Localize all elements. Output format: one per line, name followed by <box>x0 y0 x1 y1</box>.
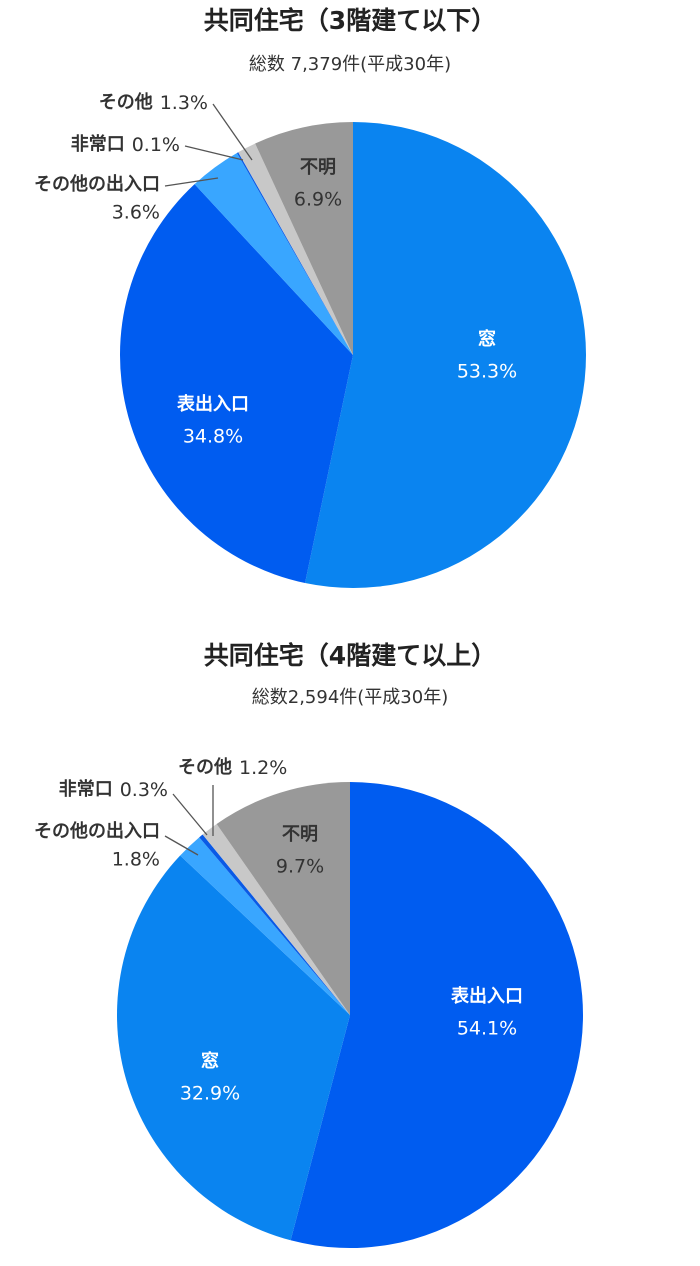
pie-slice <box>216 782 350 1015</box>
pie-slice <box>202 823 350 1015</box>
pie-slice <box>255 122 353 355</box>
slice-value: 0.3% <box>120 779 168 801</box>
leader-line <box>184 145 244 161</box>
slice-label: 表出入口 <box>451 985 523 1007</box>
slice-value: 3.6% <box>112 202 160 224</box>
pie-slice <box>119 184 353 584</box>
slice-label: その他の出入口 <box>34 173 160 195</box>
chart-title: 共同住宅（3階建て以下） <box>204 6 496 35</box>
pie-slice <box>290 782 583 1248</box>
slice-label: 非常口 <box>71 133 125 155</box>
slice-value: 6.9% <box>294 189 342 211</box>
slice-label: 不明 <box>282 824 318 845</box>
slice-label: 表出入口 <box>177 393 249 415</box>
pie-slice <box>238 143 353 355</box>
pie-slice <box>305 122 587 588</box>
pie-slice <box>194 152 353 355</box>
slice-label: 窓 <box>478 328 496 350</box>
slice-label: 窓 <box>201 1050 219 1072</box>
slice-label: その他の出入口 <box>34 820 160 842</box>
chart-subtitle: 総数2,594件(平成30年) <box>252 687 448 708</box>
slice-label-group: その他 1.2% <box>178 756 287 779</box>
pie-slice <box>236 152 353 355</box>
chart-title: 共同住宅（4階建て以上） <box>204 641 496 670</box>
slice-label-group: その他 1.3% <box>99 91 208 114</box>
slice-value: 0.1% <box>132 134 180 156</box>
slice-label-group: 非常口 0.3% <box>59 778 168 801</box>
slice-value: 1.8% <box>112 849 160 871</box>
leader-line <box>164 177 219 187</box>
leader-line <box>172 793 208 836</box>
slice-value: 54.1% <box>457 1018 517 1040</box>
slice-value: 1.3% <box>160 92 208 114</box>
leader-line <box>164 835 199 856</box>
slice-value: 53.3% <box>457 361 517 383</box>
slice-label: 非常口 <box>59 778 113 800</box>
slice-value: 32.9% <box>180 1083 240 1105</box>
slice-value: 9.7% <box>276 856 324 878</box>
slice-label: 不明 <box>300 157 336 178</box>
chart-subtitle: 総数 7,379件(平成30年) <box>249 54 451 75</box>
slice-value: 34.8% <box>183 426 243 448</box>
leader-line <box>212 103 253 161</box>
slice-label: その他 <box>178 756 232 778</box>
pie-slice <box>180 837 350 1015</box>
pie-slice <box>116 855 350 1241</box>
pie-slice <box>199 834 350 1015</box>
slice-label-group: 非常口 0.1% <box>71 133 180 156</box>
slice-value: 1.2% <box>239 757 287 779</box>
slice-label: その他 <box>99 91 153 113</box>
